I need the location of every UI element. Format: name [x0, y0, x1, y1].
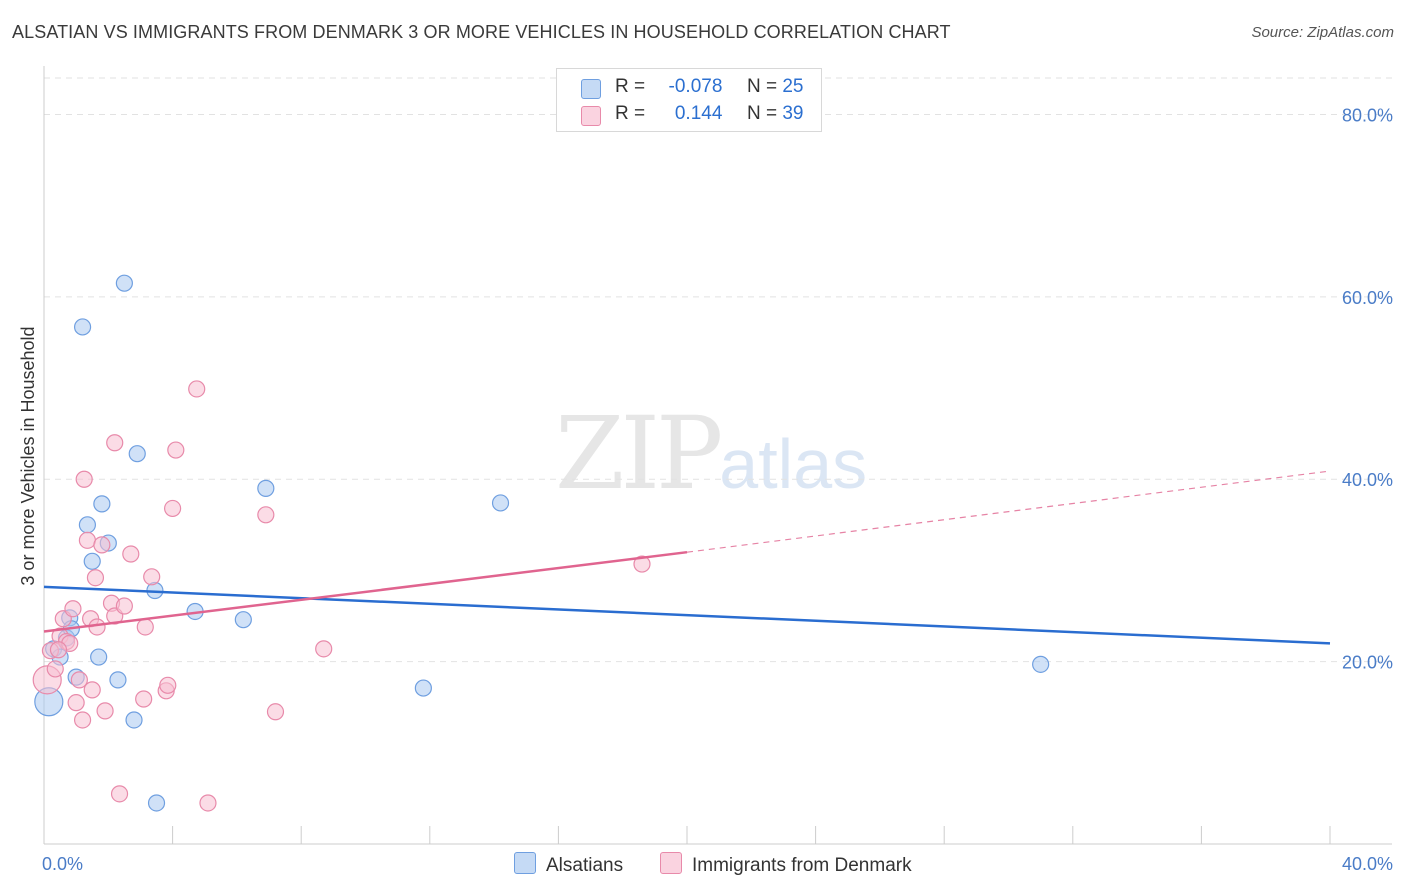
n-value: 25 — [782, 76, 804, 97]
alsatian-point — [115, 274, 133, 292]
alsatian-point — [78, 516, 97, 534]
denmark-point — [46, 660, 64, 678]
r-value: 0.144 — [674, 103, 723, 124]
denmark-point — [110, 785, 129, 803]
denmark-point — [64, 600, 82, 618]
legend-item-alsatians: Alsatians — [514, 852, 623, 877]
denmark-point — [266, 703, 285, 721]
denmark-point — [75, 470, 93, 488]
denmark-point — [257, 506, 275, 524]
alsatian-point — [73, 318, 92, 336]
denmark-point — [633, 555, 651, 573]
watermark: ZIPatlas — [555, 395, 867, 512]
denmark-point — [88, 618, 106, 636]
alsatian-point — [125, 711, 143, 729]
alsatian-point — [257, 479, 275, 497]
alsatian-point — [90, 648, 108, 666]
denmark-point — [73, 711, 92, 729]
alsatian-point — [147, 794, 166, 812]
r-label: R = — [615, 103, 646, 124]
alsatian-point — [128, 445, 146, 463]
stats-legend: R = -0.078 N = 25 R = 0.144 N = 39 — [556, 68, 822, 132]
denmark-point — [83, 681, 101, 699]
alsatian-point — [93, 495, 111, 513]
n-label: N = — [746, 103, 778, 124]
denmark-point — [159, 676, 177, 694]
denmark-point — [199, 794, 217, 812]
legend-label-alsatians: Alsatians — [546, 855, 624, 876]
y-tick-label: 40.0% — [1342, 470, 1393, 490]
y-axis-label: 3 or more Vehicles in Household — [18, 326, 38, 585]
denmark-point — [78, 531, 97, 549]
denmark-stats: R = 0.144 N = 39 — [615, 103, 803, 125]
alsatian-trendline — [43, 585, 1331, 645]
alsatian-point — [1032, 655, 1050, 673]
denmark-point — [122, 545, 140, 563]
denmark-point — [135, 690, 153, 708]
legend-item-denmark: Immigrants from Denmark — [660, 852, 912, 877]
watermark-zip: ZIP — [555, 395, 723, 512]
denmark-trendline — [43, 550, 688, 633]
denmark-point — [143, 568, 161, 586]
denmark-point — [115, 597, 133, 615]
denmark-point — [49, 641, 68, 659]
watermark-atlas: atlas — [719, 425, 868, 503]
alsatian-point — [414, 679, 432, 697]
n-value: 39 — [782, 103, 804, 124]
denmark-point — [86, 569, 105, 587]
denmark-point — [67, 694, 85, 712]
x-tick-label: 40.0% — [1342, 854, 1393, 874]
denmark-point — [315, 640, 333, 658]
alsatian-point — [109, 671, 127, 689]
n-label: N = — [746, 76, 778, 97]
chart-title: ALSATIAN VS IMMIGRANTS FROM DENMARK 3 OR… — [12, 22, 951, 42]
y-tick-label: 80.0% — [1342, 105, 1393, 125]
denmark-swatch — [581, 106, 601, 126]
alsatian-point — [234, 611, 252, 629]
denmark-point — [93, 536, 111, 554]
r-label: R = — [615, 76, 646, 97]
alsatians-swatch — [581, 79, 601, 99]
y-tick-label: 60.0% — [1342, 288, 1393, 308]
denmark-point — [106, 434, 124, 452]
denmark-point — [164, 499, 182, 518]
legend-swatch-alsatians — [514, 852, 536, 874]
r-value: -0.078 — [668, 76, 723, 97]
x-tick-label: 0.0% — [42, 854, 83, 874]
alsatian-point — [83, 552, 101, 570]
denmark-point — [96, 702, 114, 720]
legend-label-denmark: Immigrants from Denmark — [692, 855, 912, 876]
alsatians-stats: R = -0.078 N = 25 — [615, 76, 803, 98]
alsatian-point — [491, 494, 510, 512]
denmark-point — [70, 671, 88, 689]
denmark-point — [167, 441, 185, 459]
source-credit: Source: ZipAtlas.com — [1251, 24, 1394, 41]
denmark-point — [188, 380, 206, 398]
legend-swatch-denmark — [660, 852, 682, 874]
y-tick-label: 20.0% — [1342, 653, 1393, 673]
denmark-point — [136, 618, 154, 636]
denmark-trendline-extension — [686, 470, 1331, 553]
